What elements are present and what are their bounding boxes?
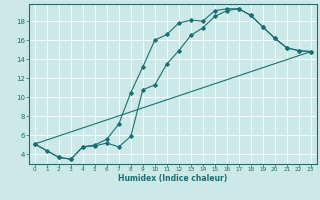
X-axis label: Humidex (Indice chaleur): Humidex (Indice chaleur)	[118, 174, 228, 183]
